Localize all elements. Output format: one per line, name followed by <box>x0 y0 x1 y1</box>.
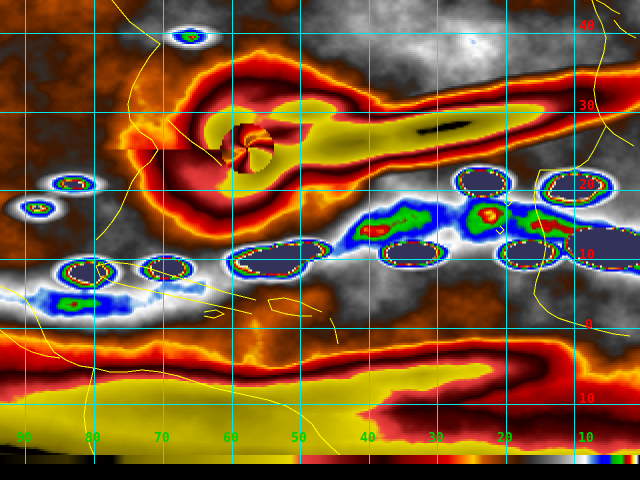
longitude-label-20-7: 20 <box>497 431 513 446</box>
longitude-label-40-5: 40 <box>360 431 376 446</box>
latitude-label-30-1: 30 <box>579 99 595 114</box>
latitude-label-40-0: 40 <box>579 19 595 34</box>
longitude-label-70-2: 70 <box>154 431 170 446</box>
longitude-label-30-6: 30 <box>428 431 444 446</box>
enhancement-color-bar[interactable] <box>0 455 640 466</box>
latitude-label-20-2: 20 <box>579 178 595 193</box>
latitude-label-10-5: 10 <box>579 392 595 407</box>
longitude-label-50-4: 50 <box>291 431 307 446</box>
longitude-label-90-0: 90 <box>16 431 32 446</box>
status-bar: 1 0001 GOES-16 9 11 AUG 24224 211020 096… <box>0 464 640 480</box>
satellite-image-canvas[interactable] <box>0 0 640 455</box>
latitude-label-10-3: 10 <box>579 248 595 263</box>
longitude-label-80-1: 80 <box>85 431 101 446</box>
satellite-image-panel[interactable]: 40 30 20 10 0 10 90 80 70 60 50 40 30 20 10 <box>0 0 640 455</box>
latitude-label-0-4: 0 <box>585 318 593 333</box>
longitude-label-60-3: 60 <box>223 431 239 446</box>
longitude-label-10-8: 10 <box>578 431 594 446</box>
